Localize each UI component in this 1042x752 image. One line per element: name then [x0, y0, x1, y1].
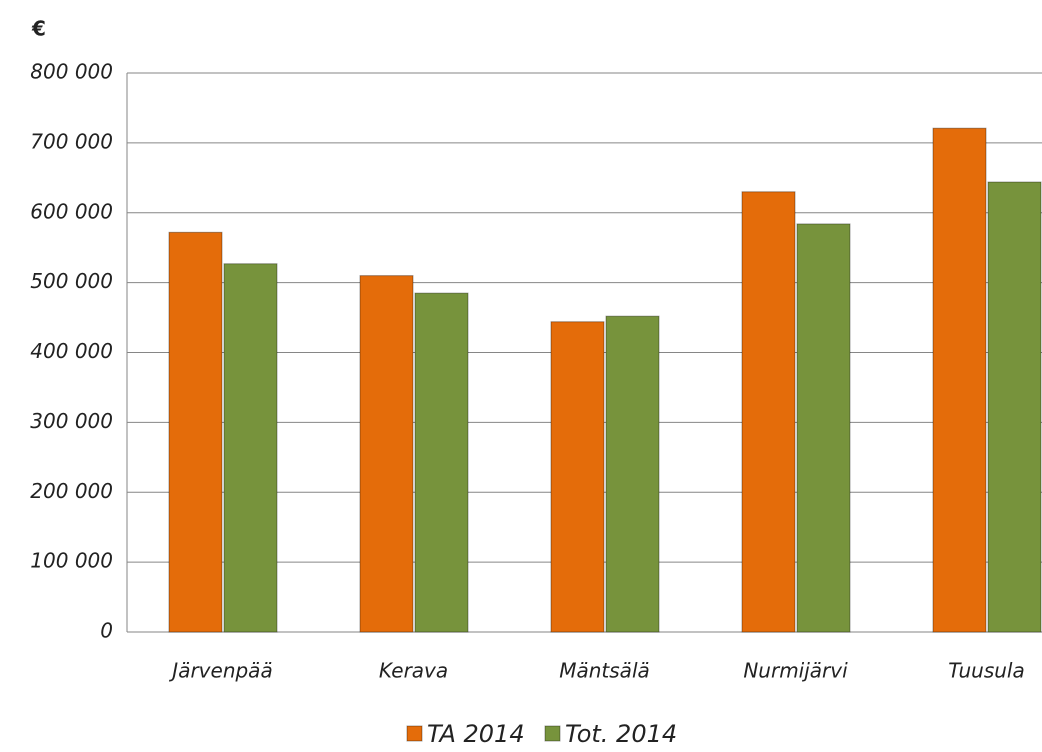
bar: [741, 191, 796, 633]
y-tick-label: 200 000: [30, 479, 113, 503]
bar: [932, 127, 987, 633]
y-tick-label: 700 000: [30, 129, 113, 153]
y-tick-label: 100 000: [30, 549, 113, 573]
bar: [359, 275, 414, 633]
y-tick-label: 800 000: [30, 60, 113, 84]
bar: [414, 292, 469, 633]
bar: [987, 181, 1042, 633]
legend-label: Tot. 2014: [565, 720, 677, 748]
legend-swatch: [544, 725, 561, 742]
y-tick-label: 400 000: [30, 339, 113, 363]
bar: [796, 223, 851, 633]
x-tick-label: Tuusula: [948, 659, 1024, 683]
y-tick-label: 600 000: [30, 199, 113, 223]
x-tick-label: Mäntsälä: [559, 659, 650, 683]
y-tick-label: 0: [100, 619, 113, 643]
bar: [223, 263, 278, 633]
bar: [605, 315, 660, 633]
x-tick-label: Kerava: [379, 659, 448, 683]
y-tick-label: 300 000: [30, 409, 113, 433]
x-tick-label: Järvenpää: [168, 659, 272, 683]
legend-label: TA 2014: [427, 720, 525, 748]
y-tick-label: 500 000: [30, 269, 113, 293]
unit-label: €: [31, 17, 46, 41]
x-tick-label: Nurmijärvi: [743, 659, 848, 683]
legend-swatch: [406, 725, 423, 742]
bar: [550, 321, 605, 633]
bar: [168, 231, 223, 633]
